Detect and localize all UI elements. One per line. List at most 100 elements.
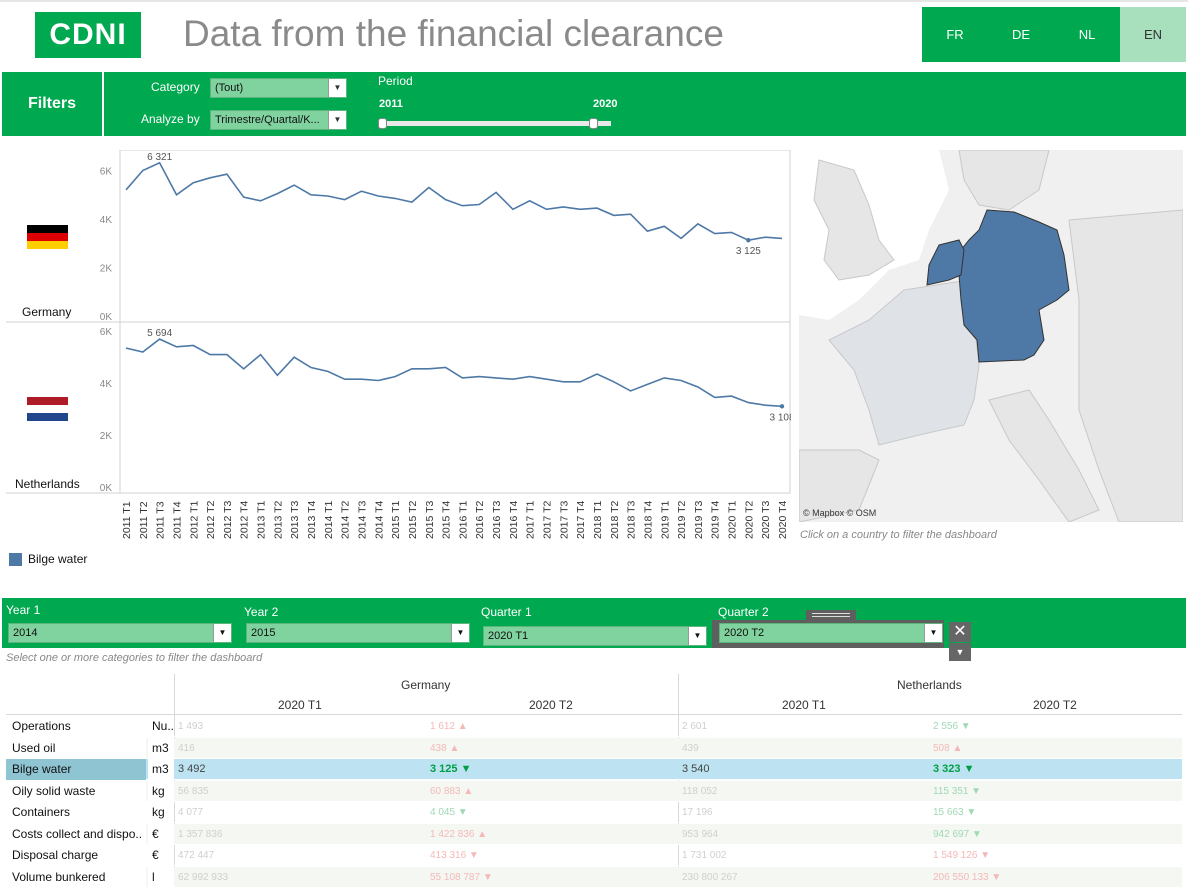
y-tick-label: 0K [100, 483, 113, 494]
row-label[interactable]: Volume bunkered [6, 866, 146, 888]
x-tick-label: 2011 T3 [155, 501, 167, 539]
netherlands-shape[interactable] [926, 239, 965, 286]
row-unit: l [148, 866, 174, 888]
netherlands-q1-value: 3 540 [682, 763, 710, 775]
x-tick-label: 2016 T3 [491, 501, 503, 539]
comparison-table: Germany Netherlands 2020 T1 2020 T2 2020… [6, 674, 1182, 888]
max-data-label: 5 694 [147, 328, 172, 339]
germany-q1-value: 472 447 [178, 850, 215, 861]
row-unit: Nu.. [148, 716, 174, 737]
x-tick-label: 2016 T1 [457, 501, 469, 539]
period-slider-track[interactable] [381, 121, 611, 126]
netherlands-q1-value: 230 800 267 [682, 871, 738, 883]
year1-dropdown[interactable]: 2014 ▼ [8, 623, 232, 643]
quarter2-dropdown[interactable]: 2020 T2 ▼ [719, 623, 943, 643]
quarter1-dropdown[interactable]: 2020 T1 ▼ [483, 626, 707, 646]
lang-nl-button[interactable]: NL [1054, 7, 1120, 62]
close-icon[interactable]: ✕ [949, 622, 971, 642]
period-header: 2020 T2 [529, 698, 573, 712]
line-chart[interactable]: 0K 2K 4K 6K 6 321 3 125 0K 2K 4K 6K 5 694 3 108 2011… [6, 149, 795, 540]
more-options-icon[interactable]: ▼ [949, 643, 971, 661]
netherlands-label: Netherlands [15, 477, 80, 491]
quarter2-label: Quarter 2 [718, 605, 769, 619]
period-header: 2020 T1 [278, 698, 322, 712]
y-tick-label: 4K [100, 379, 113, 390]
x-tick-label: 2020 T2 [743, 501, 755, 539]
x-tick-label: 2020 T4 [777, 501, 789, 539]
table-row[interactable]: Disposal charge €472 447 413 316 ▼ 1 731 00… [6, 845, 1182, 866]
germany-column-header: Germany [401, 678, 451, 692]
netherlands-q1-value: 118 052 [682, 785, 718, 797]
category-dropdown[interactable]: (Tout) ▼ [210, 78, 347, 98]
table-row[interactable]: Bilge water m3 3 492 3 125 ▼ 3 540 3 323 ▼ [6, 759, 1182, 780]
category-hint: Select one or more categories to filter … [6, 652, 263, 664]
netherlands-q1-value: 2 601 [682, 721, 708, 732]
netherlands-q1-value: 439 [682, 742, 699, 754]
row-label[interactable]: Bilge water [6, 759, 146, 780]
germany-q2-value: 1 422 836 ▲ [430, 828, 488, 840]
y-tick-label: 0K [100, 312, 113, 323]
chevron-down-icon: ▼ [924, 624, 942, 642]
germany-q1-value: 1 493 [178, 721, 204, 732]
period-end-handle[interactable] [589, 118, 598, 129]
drag-grip-icon[interactable] [806, 610, 856, 621]
lang-fr-button[interactable]: FR [922, 7, 988, 62]
row-label[interactable]: Costs collect and dispo.. [6, 823, 146, 845]
row-label[interactable]: Used oil [6, 737, 146, 759]
x-tick-label: 2014 T1 [323, 501, 335, 539]
map-credit: © Mapbox © OSM [803, 508, 877, 518]
lang-de-button[interactable]: DE [988, 7, 1054, 62]
chevron-down-icon: ▼ [213, 624, 231, 642]
category-value: (Tout) [215, 82, 244, 94]
row-label[interactable]: Oily solid waste [6, 780, 146, 802]
table-row[interactable]: Oily solid waste kg 56 835 60 883 ▲ 118 052 1… [6, 780, 1182, 802]
germany-label: Germany [22, 305, 72, 319]
germany-q2-value: 3 125 ▼ [430, 763, 472, 775]
legend-label[interactable]: Bilge water [28, 552, 88, 566]
table-row[interactable]: Used oil m3 416 438 ▲ 439 508 ▲ [6, 737, 1182, 759]
germany-q2-value: 4 045 ▼ [430, 807, 468, 818]
netherlands-q2-value: 206 550 133 ▼ [933, 871, 1002, 883]
period-start-handle[interactable] [378, 118, 387, 129]
netherlands-q2-value: 115 351 ▼ [933, 785, 982, 797]
spain-region [799, 449, 880, 522]
year2-label: Year 2 [244, 605, 279, 619]
table-row[interactable]: Containers kg 4 077 4 045 ▼ 17 196 15 663 ▼ [6, 802, 1182, 823]
legend-swatch [9, 553, 22, 566]
netherlands-q2-value: 1 549 126 ▼ [933, 850, 991, 861]
row-unit: kg [148, 780, 174, 802]
row-label[interactable]: Operations [6, 716, 146, 737]
row-label[interactable]: Disposal charge [6, 845, 146, 866]
x-tick-label: 2012 T3 [222, 501, 234, 539]
year2-dropdown[interactable]: 2015 ▼ [246, 623, 470, 643]
analyze-by-dropdown[interactable]: Trimestre/Quartal/K... ▼ [210, 110, 347, 130]
chevron-down-icon: ▼ [328, 111, 346, 129]
lang-en-button[interactable]: EN [1120, 7, 1186, 62]
cdni-logo[interactable]: CDNI [35, 12, 141, 58]
germany-q1-value: 3 492 [178, 763, 206, 775]
germany-q2-value: 438 ▲ [430, 742, 460, 754]
map-hint: Click on a country to filter the dashboa… [800, 529, 997, 541]
row-label[interactable]: Containers [6, 802, 146, 823]
table-row[interactable]: Operations Nu.. 1 493 1 612 ▲ 2 601 2 556 ▼ [6, 716, 1182, 737]
row-unit: m3 [148, 759, 174, 780]
year2-value: 2015 [251, 627, 276, 639]
y-tick-label: 2K [100, 264, 113, 275]
top-border [0, 0, 1188, 2]
table-row[interactable]: Costs collect and dispo.. €1 357 836 1 422… [6, 823, 1182, 845]
x-tick-label: 2018 T1 [592, 501, 604, 539]
filters-divider [102, 72, 104, 136]
europe-map[interactable] [799, 150, 1183, 522]
min-data-label: 3 108 [769, 412, 791, 423]
x-tick-label: 2014 T2 [340, 501, 352, 539]
min-data-point [746, 238, 751, 243]
x-tick-label: 2020 T3 [760, 501, 772, 539]
germany-flag-icon [27, 225, 68, 249]
germany-q1-value: 62 992 933 [178, 871, 229, 883]
x-tick-label: 2019 T2 [676, 501, 688, 539]
germany-q2-value: 1 612 ▲ [430, 721, 468, 732]
table-row[interactable]: Volume bunkered l 62 992 933 55 108 787 ▼ 23… [6, 866, 1182, 888]
analyze-by-value: Trimestre/Quartal/K... [215, 114, 320, 126]
netherlands-q2-value: 942 697 ▼ [933, 828, 982, 840]
germany-q2-value: 413 316 ▼ [430, 850, 479, 861]
